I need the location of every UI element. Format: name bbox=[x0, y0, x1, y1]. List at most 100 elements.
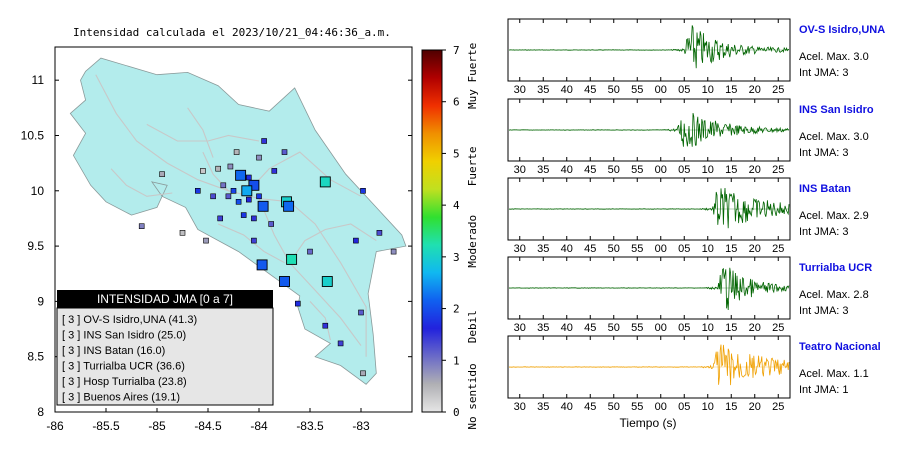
waveform-tick-label: 40 bbox=[561, 164, 573, 176]
waveform-tick-label: 00 bbox=[655, 84, 667, 96]
waveform-tick-label: 50 bbox=[608, 84, 620, 96]
waveform-tick-label: 25 bbox=[772, 164, 784, 176]
waveform-tick-label: 10 bbox=[702, 164, 714, 176]
station-marker bbox=[390, 248, 397, 255]
station-markers bbox=[138, 138, 397, 377]
legend-title-bar bbox=[57, 290, 273, 308]
map-y-tick-label: 10.5 bbox=[21, 128, 45, 142]
map-y-tick-label: 9.5 bbox=[27, 239, 44, 253]
station-marker bbox=[220, 182, 227, 189]
colorbar-tick-label: 4 bbox=[453, 199, 460, 212]
waveform-tick-label: 15 bbox=[725, 243, 737, 255]
waveform-tick-label: 05 bbox=[678, 243, 690, 255]
waveform-accel-max: Acel. Max. 3.0 bbox=[799, 131, 869, 143]
waveform-station-name: INS Batan bbox=[799, 183, 851, 195]
map-x-ticks: -86 -85.5 -85 -84.5 -84 -83.5 -83 bbox=[46, 408, 370, 433]
waveform-tick-label: 00 bbox=[655, 164, 667, 176]
station-marker bbox=[256, 193, 262, 200]
legend-box bbox=[56, 307, 274, 406]
station-marker bbox=[360, 370, 366, 377]
waveform-tick-label: 10 bbox=[702, 401, 714, 413]
waveform-tick-label: 35 bbox=[537, 243, 549, 255]
map-x-tick-label: -83.5 bbox=[296, 419, 324, 433]
waveform-accel-max: Acel. Max. 3.0 bbox=[799, 51, 869, 63]
colorbar-bar bbox=[421, 49, 443, 413]
map-x-tick-label: -84.5 bbox=[194, 419, 222, 433]
waveform-trace bbox=[508, 113, 790, 147]
waveform-tick-label: 05 bbox=[678, 164, 690, 176]
station-marker bbox=[251, 237, 257, 244]
waveform-station-name: Turrialba UCR bbox=[799, 262, 872, 274]
station-marker bbox=[241, 185, 253, 197]
station-marker bbox=[210, 193, 216, 200]
colorbar-category-label: Fuerte bbox=[466, 147, 479, 187]
waveform-tick-label: 50 bbox=[608, 243, 620, 255]
waveform-trace bbox=[508, 187, 790, 229]
waveform-tick-label: 40 bbox=[561, 84, 573, 96]
waveform-tick-label: 30 bbox=[514, 322, 526, 334]
waveform-jma-intensity: Int JMA: 3 bbox=[799, 147, 849, 159]
waveform-tick-label: 30 bbox=[514, 164, 526, 176]
waveform-tick-label: 00 bbox=[655, 322, 667, 334]
waveform-station-name: INS San Isidro bbox=[799, 104, 874, 116]
colorbar: 7 6 5 4 3 2 1 0 Muy Fuerte Fuerte Moderado Debil No … bbox=[421, 43, 479, 430]
waveform-tick-label: 00 bbox=[655, 401, 667, 413]
waveform-accel-max: Acel. Max. 2.9 bbox=[799, 210, 869, 222]
station-marker bbox=[294, 300, 301, 307]
waveform-tick-label: 55 bbox=[631, 84, 643, 96]
waveform-panel: 30 35 40 45 50 55 00 05 10 15 20 25 OV-S Isidro,UNA A… bbox=[507, 18, 885, 96]
station-marker bbox=[307, 248, 313, 255]
colorbar-tick-label: 5 bbox=[453, 147, 460, 160]
station-marker bbox=[200, 168, 206, 174]
station-marker bbox=[281, 149, 288, 155]
map-x-tick-label: -84 bbox=[250, 419, 268, 433]
map-legend: INTENSIDAD JMA [0 a 7] [ 3 ] OV-S Isidro… bbox=[56, 290, 274, 406]
waveform-tick-label: 15 bbox=[725, 322, 737, 334]
station-marker bbox=[353, 237, 359, 244]
station-marker bbox=[215, 165, 221, 172]
station-marker bbox=[195, 188, 201, 194]
map-y-tick-label: 8 bbox=[37, 405, 44, 419]
waveform-tick-label: 35 bbox=[537, 84, 549, 96]
waveform-accel-max: Acel. Max. 2.8 bbox=[799, 289, 869, 301]
station-marker bbox=[230, 188, 237, 194]
waveform-tick-label: 10 bbox=[702, 84, 714, 96]
waveform-tick-label: 55 bbox=[631, 322, 643, 334]
waveform-tick-label: 40 bbox=[561, 401, 573, 413]
waveform-accel-max: Acel. Max. 1.1 bbox=[799, 368, 869, 380]
waveform-tick-label: 35 bbox=[537, 401, 549, 413]
station-marker bbox=[319, 176, 331, 188]
map-y-ticks: 11 10.5 10 9.5 9 8.5 8 bbox=[21, 73, 412, 419]
waveform-tick-label: 55 bbox=[631, 243, 643, 255]
map-frame bbox=[54, 46, 413, 413]
waveform-jma-intensity: Int JMA: 3 bbox=[799, 67, 849, 79]
station-marker bbox=[235, 199, 242, 205]
road-line bbox=[289, 223, 377, 264]
station-marker bbox=[235, 169, 247, 181]
station-marker bbox=[225, 193, 232, 200]
station-marker bbox=[257, 200, 269, 212]
waveform-jma-intensity: Int JMA: 3 bbox=[799, 305, 849, 317]
colorbar-tick-label: 7 bbox=[453, 44, 460, 57]
colorbar-category-label: Muy Fuerte bbox=[466, 43, 479, 109]
road-line bbox=[110, 168, 173, 197]
colorbar-tick-label: 6 bbox=[453, 96, 460, 109]
waveform-tick-label: 40 bbox=[561, 243, 573, 255]
station-marker bbox=[358, 309, 364, 316]
map-x-tick-label: -85.5 bbox=[92, 419, 120, 433]
waveform-panels: 30 35 40 45 50 55 00 05 10 15 20 25 OV-S Isidro,UNA A… bbox=[507, 18, 885, 413]
colorbar-category-label: Moderado bbox=[466, 215, 479, 268]
station-marker bbox=[248, 179, 260, 191]
waveform-tick-label: 05 bbox=[678, 322, 690, 334]
waveform-tick-label: 45 bbox=[584, 401, 596, 413]
station-marker bbox=[283, 200, 295, 212]
colorbar-category-label: Debil bbox=[466, 310, 479, 343]
waveform-tick-label: 45 bbox=[584, 164, 596, 176]
waveform-tick-label: 05 bbox=[678, 84, 690, 96]
station-marker bbox=[203, 237, 209, 244]
waveform-tick-label: 10 bbox=[702, 243, 714, 255]
waveform-trace bbox=[509, 25, 790, 69]
waveform-tick-label: 15 bbox=[725, 164, 737, 176]
waveform-panel: 30 35 40 45 50 55 00 05 10 15 20 25 INS San Isidro Ac… bbox=[507, 98, 874, 176]
